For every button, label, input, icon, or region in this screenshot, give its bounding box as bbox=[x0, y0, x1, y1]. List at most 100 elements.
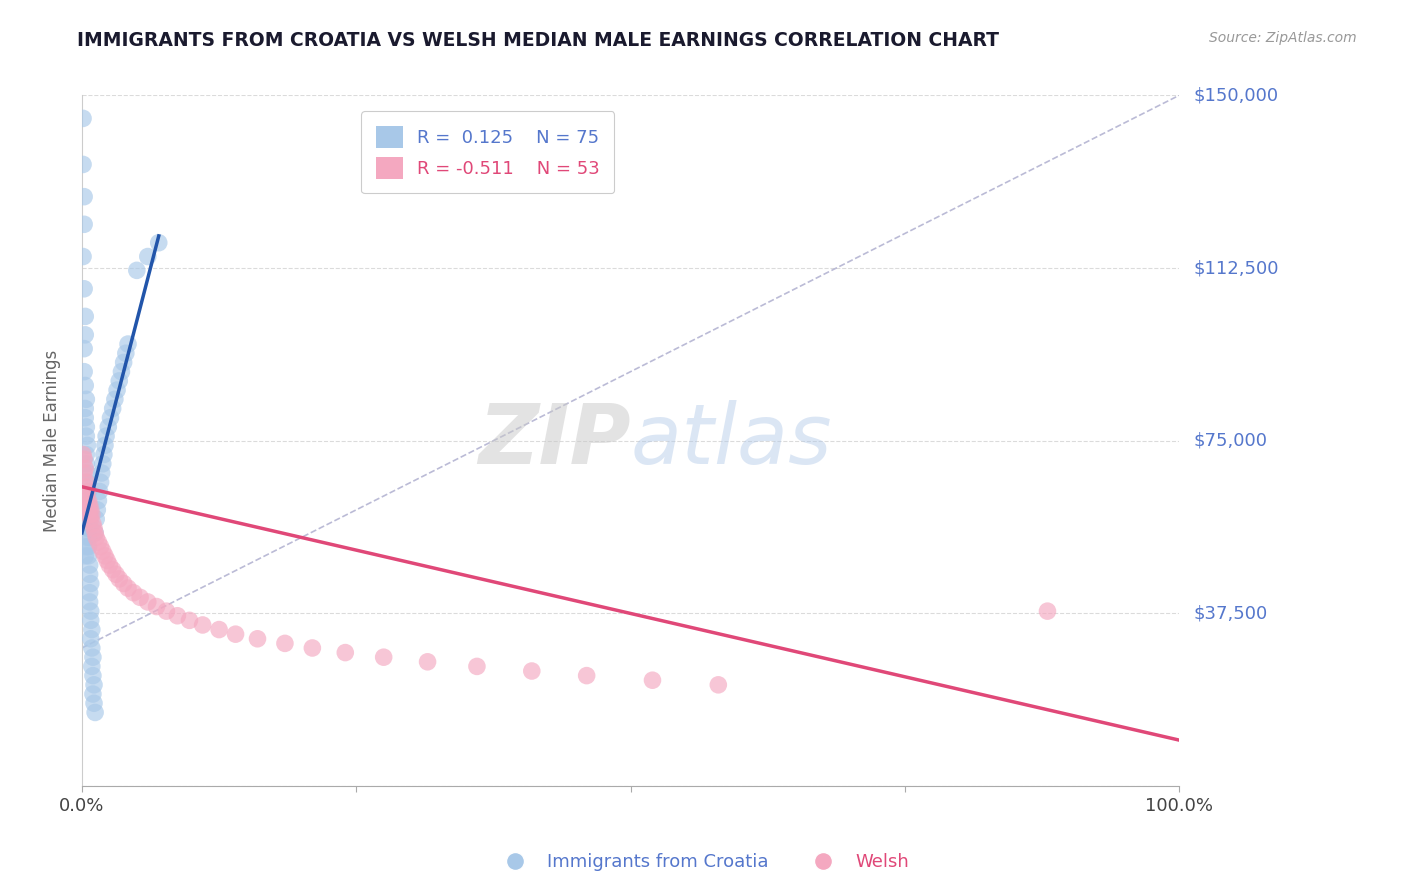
Point bbox=[75, 378, 97, 392]
Point bbox=[83, 521, 105, 535]
Point bbox=[1036, 604, 1059, 618]
Point bbox=[98, 558, 121, 573]
Point bbox=[73, 217, 96, 231]
Point bbox=[75, 549, 97, 563]
Point bbox=[136, 595, 159, 609]
Point bbox=[191, 618, 214, 632]
Point bbox=[93, 448, 115, 462]
Point bbox=[79, 585, 101, 599]
Text: Source: ZipAtlas.com: Source: ZipAtlas.com bbox=[1209, 31, 1357, 45]
Point bbox=[122, 585, 145, 599]
Point bbox=[86, 503, 108, 517]
Point bbox=[73, 452, 96, 467]
Point bbox=[75, 410, 97, 425]
Point bbox=[520, 664, 543, 678]
Point bbox=[73, 365, 96, 379]
Point bbox=[246, 632, 269, 646]
Point bbox=[274, 636, 297, 650]
Point bbox=[125, 263, 148, 277]
Point bbox=[77, 521, 100, 535]
Text: $112,500: $112,500 bbox=[1194, 259, 1278, 277]
Point bbox=[91, 544, 114, 558]
Point bbox=[136, 250, 159, 264]
Point bbox=[76, 498, 98, 512]
Point bbox=[72, 112, 94, 126]
Point bbox=[77, 503, 100, 517]
Point bbox=[104, 392, 127, 407]
Point bbox=[82, 650, 104, 665]
Point bbox=[76, 503, 98, 517]
Point bbox=[208, 623, 231, 637]
Point bbox=[110, 365, 132, 379]
Point bbox=[79, 567, 101, 582]
Point bbox=[83, 678, 105, 692]
Point bbox=[91, 457, 114, 471]
Legend: R =  0.125    N = 75, R = -0.511    N = 53: R = 0.125 N = 75, R = -0.511 N = 53 bbox=[361, 112, 614, 194]
Point bbox=[76, 466, 98, 480]
Text: atlas: atlas bbox=[630, 401, 832, 482]
Point bbox=[76, 438, 98, 452]
Point bbox=[75, 327, 97, 342]
Point bbox=[75, 489, 97, 503]
Text: $75,000: $75,000 bbox=[1194, 432, 1267, 450]
Point bbox=[83, 696, 105, 710]
Point bbox=[80, 604, 103, 618]
Text: $150,000: $150,000 bbox=[1194, 87, 1278, 104]
Point bbox=[82, 516, 104, 531]
Point bbox=[76, 475, 98, 490]
Point bbox=[80, 640, 103, 655]
Point bbox=[117, 581, 139, 595]
Y-axis label: Median Male Earnings: Median Male Earnings bbox=[44, 350, 60, 532]
Point bbox=[108, 374, 131, 388]
Point bbox=[87, 493, 110, 508]
Point bbox=[79, 558, 101, 573]
Point bbox=[84, 525, 107, 540]
Point bbox=[112, 355, 135, 369]
Point bbox=[73, 282, 96, 296]
Point bbox=[75, 457, 97, 471]
Text: IMMIGRANTS FROM CROATIA VS WELSH MEDIAN MALE EARNINGS CORRELATION CHART: IMMIGRANTS FROM CROATIA VS WELSH MEDIAN … bbox=[77, 31, 1000, 50]
Point bbox=[77, 512, 100, 526]
Text: $37,500: $37,500 bbox=[1194, 605, 1267, 623]
Point bbox=[97, 420, 120, 434]
Point bbox=[75, 401, 97, 416]
Point bbox=[129, 591, 152, 605]
Point bbox=[77, 549, 100, 563]
Point bbox=[79, 498, 101, 512]
Point bbox=[94, 438, 117, 452]
Point bbox=[148, 235, 170, 250]
Point bbox=[112, 576, 135, 591]
Point bbox=[75, 480, 97, 494]
Point bbox=[77, 521, 100, 535]
Point bbox=[76, 484, 98, 499]
Point bbox=[72, 157, 94, 171]
Point bbox=[90, 475, 112, 490]
Point bbox=[75, 540, 97, 554]
Point bbox=[179, 613, 201, 627]
Legend: Immigrants from Croatia, Welsh: Immigrants from Croatia, Welsh bbox=[489, 847, 917, 879]
Text: ZIP: ZIP bbox=[478, 401, 630, 482]
Point bbox=[87, 535, 110, 549]
Point bbox=[89, 484, 111, 499]
Point bbox=[80, 613, 103, 627]
Point bbox=[96, 553, 118, 567]
Point bbox=[94, 549, 117, 563]
Point bbox=[84, 531, 107, 545]
Point bbox=[100, 410, 122, 425]
Point bbox=[90, 540, 112, 554]
Point bbox=[105, 383, 128, 397]
Point bbox=[79, 508, 101, 522]
Point bbox=[76, 493, 98, 508]
Point bbox=[115, 346, 138, 360]
Point bbox=[416, 655, 439, 669]
Point bbox=[75, 420, 97, 434]
Point bbox=[301, 640, 323, 655]
Point bbox=[101, 401, 124, 416]
Point bbox=[94, 429, 117, 443]
Point bbox=[75, 461, 97, 475]
Point bbox=[335, 646, 357, 660]
Point bbox=[101, 563, 124, 577]
Point bbox=[75, 310, 97, 324]
Point bbox=[80, 659, 103, 673]
Point bbox=[79, 512, 101, 526]
